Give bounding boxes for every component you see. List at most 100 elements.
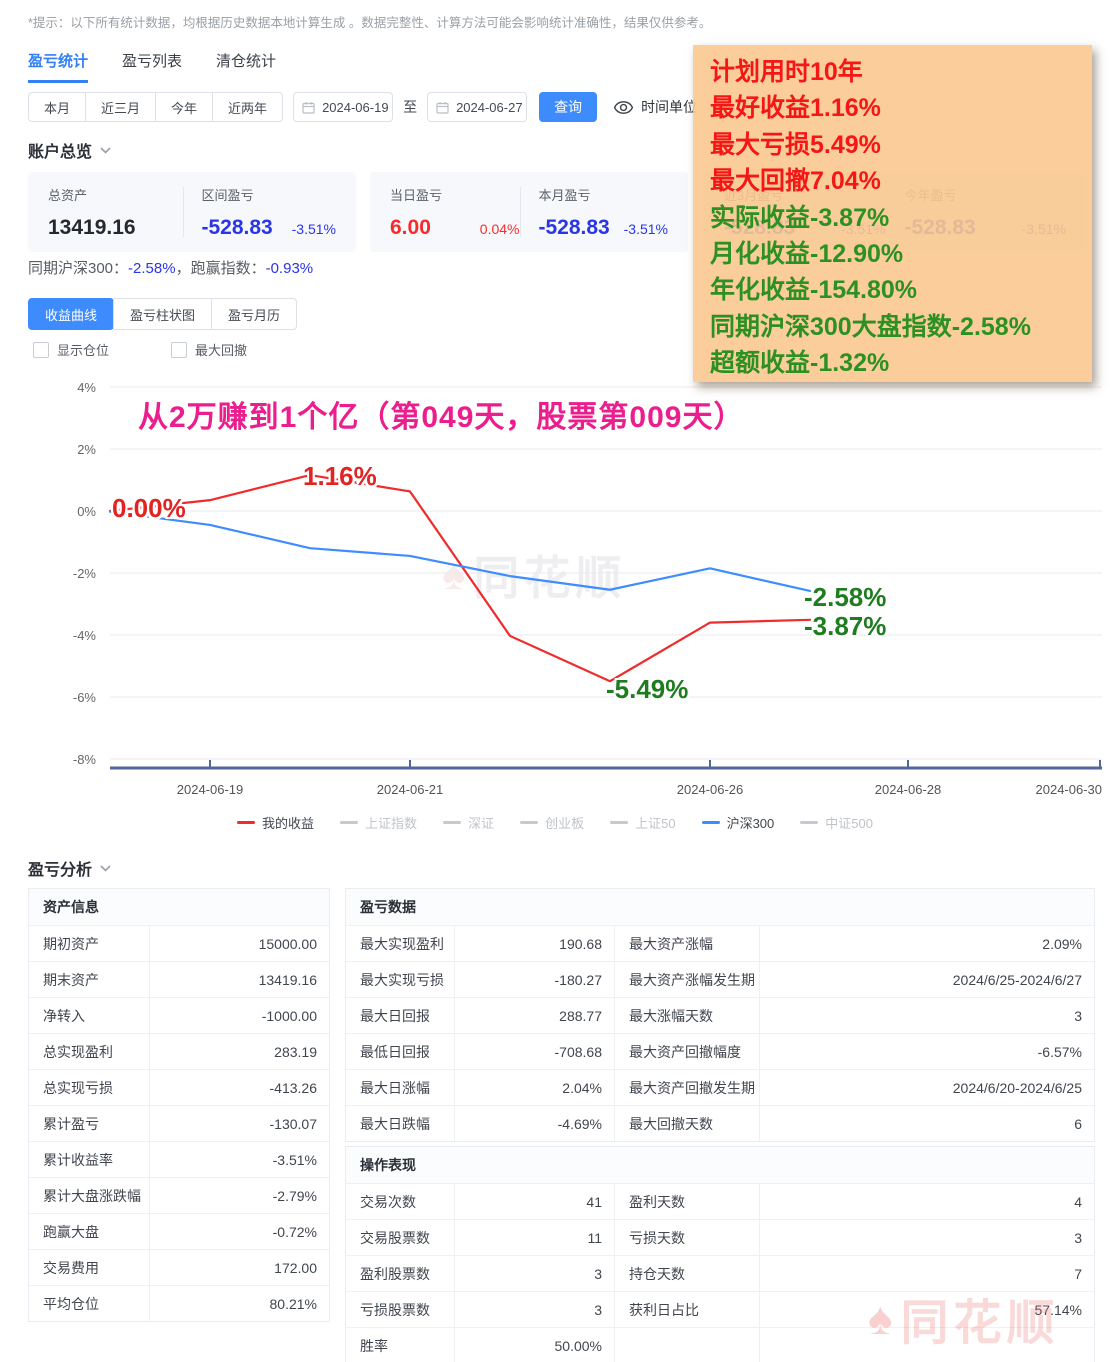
table-cell-value: 3 — [759, 1220, 1094, 1255]
legend-item[interactable]: 上证指数 — [340, 813, 417, 832]
stat-label: 本月盈亏 — [538, 188, 591, 203]
tab-clearance-stats[interactable]: 清仓统计 — [216, 53, 277, 70]
svg-text:2024-06-26: 2024-06-26 — [677, 782, 744, 797]
legend-item[interactable]: 深证 — [443, 813, 494, 832]
table-cell-value: 80.21% — [149, 1286, 329, 1321]
account-overview-title: 账户总览 — [28, 138, 111, 162]
chevron-down-icon[interactable] — [100, 864, 111, 872]
date-range-to-label: 至 — [403, 99, 418, 115]
chart-view-tabs: 收益曲线 盈亏柱状图 盈亏月历 — [28, 298, 298, 330]
table-row: 最低日回报 -708.68 最大资产回撤幅度 -6.57% — [346, 1034, 1094, 1070]
stat-card: 总资产 13419.16 区间盈亏 -528.83 -3.51% — [28, 172, 356, 252]
legend-label: 深证 — [468, 816, 495, 831]
stat-item: 总资产 13419.16 — [48, 185, 183, 239]
table-cell-value: 11 — [454, 1220, 614, 1255]
profit-analysis-title-text: 盈亏分析 — [28, 862, 93, 879]
table-cell-label: 最大回撤天数 — [614, 1106, 759, 1141]
table-cell-value: 6 — [759, 1106, 1094, 1141]
svg-text:2024-06-19: 2024-06-19 — [177, 782, 244, 797]
table-row: 累计大盘涨跌幅 -2.79% — [29, 1178, 329, 1214]
svg-text:0%: 0% — [77, 504, 96, 519]
table-cell-value: -2.79% — [149, 1178, 329, 1213]
table-cell-value: 190.68 — [454, 926, 614, 961]
table-cell-value: 13419.16 — [149, 962, 329, 997]
checkbox[interactable] — [33, 341, 49, 358]
table-cell-value: 7 — [759, 1256, 1094, 1291]
chart-legend: 我的收益 上证指数 深证 创业板 上证50 沪深300 中证500 — [0, 813, 1110, 832]
table-row: 总实现亏损 -413.26 — [29, 1070, 329, 1106]
stat-percent: -3.51% — [623, 221, 668, 237]
checkbox-pair: 显示仓位 — [33, 340, 109, 359]
legend-item[interactable]: 沪深300 — [701, 813, 774, 832]
benchmark-label: 跑赢指数： — [190, 260, 266, 277]
tab-profit-stats[interactable]: 盈亏统计 — [28, 50, 89, 83]
legend-dash-icon — [800, 821, 819, 824]
legend-dash-icon — [237, 821, 256, 824]
stat-value: -528.83 — [201, 216, 273, 239]
table-cell-value: 3 — [454, 1256, 614, 1291]
table-row: 交易次数 41 盈利天数 4 — [346, 1184, 1094, 1220]
table-cell-label: 累计收益率 — [43, 1151, 113, 1168]
note-line: 最大回撤7.04% — [710, 167, 881, 196]
legend-dash-icon — [610, 821, 629, 824]
eye-toggle[interactable] — [613, 97, 634, 118]
table-cell-label — [614, 1328, 759, 1362]
checkbox-label: 显示仓位 — [57, 343, 110, 358]
table-cell-label: 期初资产 — [43, 935, 99, 952]
benchmark-value: -2.58% — [128, 260, 176, 277]
table-cell-label: 最大资产回撤发生期 — [614, 1070, 759, 1105]
table-cell-label: 最大日涨幅 — [360, 1079, 430, 1096]
chevron-down-icon[interactable] — [100, 146, 111, 154]
svg-text:-6%: -6% — [73, 690, 97, 705]
date-from-value: 2024-06-19 — [322, 99, 389, 115]
chart-view-tab[interactable]: 盈亏柱状图 — [113, 298, 213, 330]
svg-text:2024-06-30: 2024-06-30 — [1036, 782, 1103, 797]
table-cell-value: -0.72% — [149, 1214, 329, 1249]
table-header: 资产信息 — [29, 889, 329, 926]
stat-value-row: 13419.16 — [48, 217, 183, 239]
table-cell-label: 持仓天数 — [614, 1256, 759, 1291]
svg-text:2%: 2% — [77, 442, 96, 457]
checkbox[interactable] — [171, 341, 188, 358]
preset-button[interactable]: 近两年 — [212, 92, 284, 122]
legend-dash-icon — [520, 821, 539, 824]
preset-button[interactable]: 今年 — [155, 92, 214, 122]
query-button[interactable]: 查询 — [539, 92, 598, 122]
table-header: 操作表现 — [346, 1147, 1094, 1184]
table-row: 最大实现亏损 -180.27 最大资产涨幅发生期 2024/6/25-2024/6/2… — [346, 962, 1094, 998]
stat-percent: 0.04% — [479, 221, 520, 237]
table-cell-value: -6.57% — [759, 1034, 1094, 1069]
date-from-input[interactable]: 2024-06-19 — [293, 92, 394, 122]
note-line: 超额收益-1.32% — [710, 349, 890, 378]
stat-label: 当日盈亏 — [390, 188, 443, 203]
table-cell-value: -3.51% — [149, 1142, 329, 1177]
card-divider — [182, 187, 184, 237]
table-cell-value: 2.09% — [759, 926, 1094, 961]
table-cell-value: 172.00 — [149, 1250, 329, 1285]
table-cell-value: 3 — [759, 998, 1094, 1033]
legend-item[interactable]: 中证500 — [800, 813, 873, 832]
chart-view-tab[interactable]: 收益曲线 — [28, 298, 115, 330]
date-to-input[interactable]: 2024-06-27 — [427, 92, 528, 122]
note-line: 最好收益1.16% — [710, 94, 881, 123]
stat-value-row: -528.83 -3.51% — [202, 217, 337, 239]
table-cell-label: 总实现亏损 — [43, 1079, 113, 1096]
table-cell-label: 最大实现盈利 — [360, 935, 444, 952]
table-cell-value: 2.04% — [454, 1070, 614, 1105]
table-cell-label: 累计大盘涨跌幅 — [43, 1187, 141, 1204]
asset-info-table: 资产信息 期初资产 15000.00 期末资产 13419.16 净转入 -1000.00… — [28, 888, 330, 1322]
table-cell-value: -180.27 — [454, 962, 614, 997]
legend-item[interactable]: 创业板 — [520, 813, 584, 832]
legend-item[interactable]: 上证50 — [610, 813, 676, 832]
table-cell-label: 期末资产 — [43, 971, 99, 988]
table-cell-value: 50.00% — [454, 1328, 614, 1362]
legend-item[interactable]: 我的收益 — [237, 813, 314, 832]
table-row: 最大日回报 288.77 最大涨幅天数 3 — [346, 998, 1094, 1034]
table-row: 期初资产 15000.00 — [29, 926, 329, 962]
note-line: 同期沪深300大盘指数-2.58% — [710, 312, 1031, 341]
table-row: 盈利股票数 3 持仓天数 7 — [346, 1256, 1094, 1292]
chart-view-tab[interactable]: 盈亏月历 — [211, 298, 298, 330]
preset-button[interactable]: 近三月 — [85, 92, 157, 122]
preset-button[interactable]: 本月 — [28, 92, 87, 122]
tab-profit-list[interactable]: 盈亏列表 — [122, 53, 183, 70]
